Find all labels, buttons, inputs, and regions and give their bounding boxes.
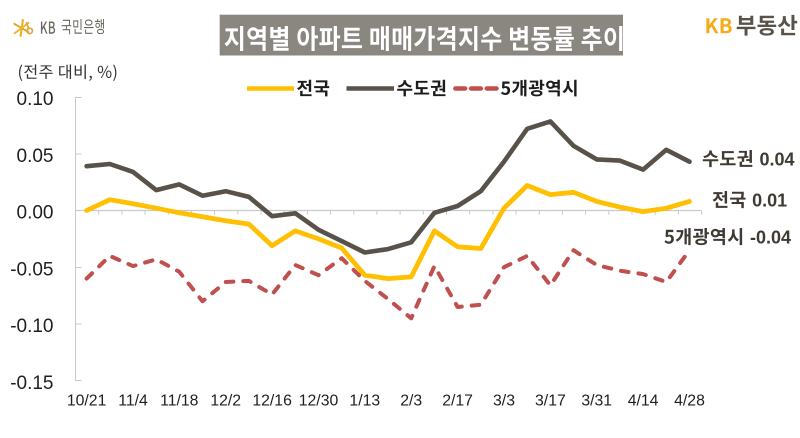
svg-text:11/4: 11/4 [118, 392, 148, 409]
svg-text:12/2: 12/2 [210, 392, 241, 409]
svg-text:0.10: 0.10 [17, 89, 54, 110]
svg-text:-0.05: -0.05 [10, 260, 53, 281]
svg-text:0.01: 0.01 [752, 191, 787, 211]
svg-text:4/14: 4/14 [628, 392, 659, 409]
svg-text:10/21: 10/21 [67, 392, 107, 409]
svg-text:-0.04: -0.04 [750, 228, 791, 248]
svg-text:2/3: 2/3 [400, 392, 422, 409]
svg-text:12/30: 12/30 [299, 392, 339, 409]
svg-text:2/17: 2/17 [442, 392, 473, 409]
svg-text:-0.10: -0.10 [10, 316, 53, 337]
svg-text:-0.15: -0.15 [10, 373, 53, 394]
svg-text:3/17: 3/17 [535, 392, 566, 409]
svg-text:3/3: 3/3 [493, 392, 515, 409]
svg-text:0.00: 0.00 [17, 203, 54, 224]
svg-text:0.05: 0.05 [17, 146, 54, 167]
svg-text:3/31: 3/31 [581, 392, 612, 409]
svg-text:4/28: 4/28 [674, 392, 705, 409]
svg-text:11/18: 11/18 [160, 392, 199, 409]
svg-text:1/13: 1/13 [349, 392, 380, 409]
svg-text:12/16: 12/16 [252, 392, 292, 409]
svg-text:0.04: 0.04 [760, 150, 795, 170]
